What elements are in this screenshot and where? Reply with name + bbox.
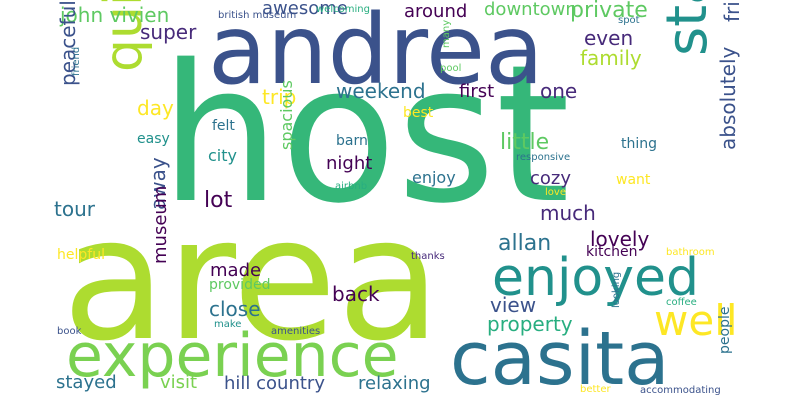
word-spot: spot	[618, 15, 640, 26]
word-responsive: responsive	[516, 152, 571, 163]
word-relaxing: relaxing	[358, 373, 431, 394]
word-spacious: spacious	[277, 80, 296, 150]
word-night: night	[326, 153, 373, 174]
word-lot: lot	[204, 188, 233, 213]
word-coffee: coffee	[666, 297, 697, 308]
word-area: area	[62, 181, 442, 379]
word-well: well	[654, 296, 738, 345]
word-lovely: lovely	[590, 227, 650, 251]
word-absolutely: absolutely	[716, 46, 740, 150]
word-city: city	[208, 146, 237, 165]
word-make: make	[214, 319, 242, 330]
word-want: want	[616, 172, 651, 188]
word-visit: visit	[160, 372, 198, 393]
word-super: super	[140, 20, 197, 44]
word-welcoming: welcoming	[316, 4, 370, 15]
word-trip: trip	[262, 85, 297, 109]
word-enjoyed: enjoyed	[492, 248, 699, 308]
word-thing: thing	[621, 136, 658, 152]
word-book: book	[57, 326, 82, 337]
word-back: back	[332, 282, 380, 306]
word-experience: experience	[66, 321, 399, 391]
word-casita: casita	[450, 316, 670, 400]
word-family: family	[580, 46, 642, 70]
word-kitchen: kitchen	[586, 244, 638, 260]
word-museum: museum	[150, 185, 171, 264]
word-property: property	[487, 312, 573, 336]
word-made: made	[210, 260, 262, 281]
word-felt: felt	[212, 118, 235, 134]
word-amenities: amenities	[271, 326, 321, 337]
word-allan: allan	[498, 231, 552, 256]
word-friend: friend	[71, 46, 82, 76]
word-bathroom: bathroom	[666, 247, 715, 258]
word-airbnb: airbnb	[335, 181, 368, 192]
word-awesome: awesome	[262, 0, 348, 19]
word-friendly: friendly	[720, 0, 744, 22]
word-downtown: downtown	[484, 0, 577, 20]
word-staying: staying	[655, 0, 720, 56]
word-view: view	[490, 293, 537, 317]
word-andrea: andrea	[208, 0, 544, 106]
word-first: first	[459, 81, 495, 102]
word-many: many	[441, 19, 452, 48]
word-thanks: thanks	[411, 251, 445, 262]
word-day: day	[137, 96, 174, 120]
word-host: host	[160, 24, 571, 245]
word-little: little	[500, 130, 550, 155]
word-private: private	[570, 0, 648, 23]
word-pool: pool	[440, 63, 462, 74]
word-provided: provided	[209, 277, 271, 293]
word-one: one	[540, 79, 578, 103]
word-accommodating: accommodating	[640, 385, 721, 396]
word-tour: tour	[54, 197, 95, 221]
word-love: love	[545, 187, 566, 198]
word-helpful: helpful	[57, 247, 105, 263]
word-hill-country: hill country	[224, 373, 325, 394]
word-easy: easy	[137, 131, 170, 147]
word-stayed: stayed	[56, 372, 117, 393]
word-cozy: cozy	[530, 168, 572, 189]
word-british-museum: british museum	[218, 10, 297, 21]
word-enjoy: enjoy	[412, 168, 456, 187]
word-john-vivien: john vivien	[60, 3, 170, 27]
word-better: better	[580, 384, 611, 395]
word-people: people	[717, 306, 733, 354]
word-much: much	[540, 201, 596, 225]
word-close: close	[209, 297, 261, 321]
word-weekend: weekend	[336, 79, 426, 103]
word-around: around	[404, 1, 468, 22]
word-barn: barn	[336, 133, 368, 149]
word-looking: looking	[611, 271, 622, 308]
word-even: even	[584, 26, 634, 50]
word-best: best	[403, 105, 434, 121]
